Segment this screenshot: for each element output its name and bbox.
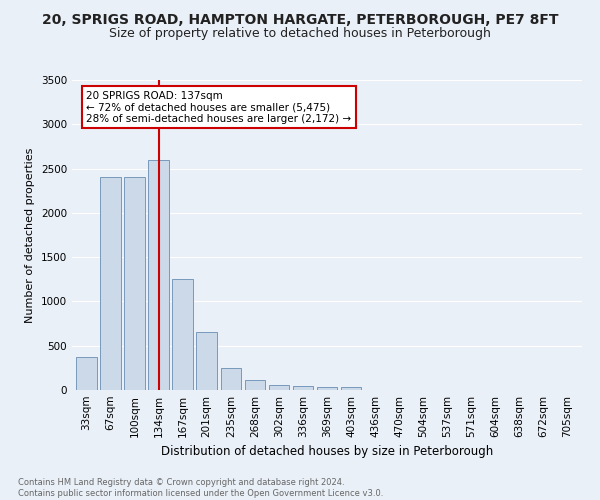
Bar bbox=[124, 178, 145, 390]
Bar bbox=[245, 380, 265, 390]
Bar bbox=[269, 384, 289, 390]
Bar bbox=[293, 386, 313, 390]
Bar bbox=[148, 160, 169, 390]
Text: Size of property relative to detached houses in Peterborough: Size of property relative to detached ho… bbox=[109, 28, 491, 40]
Bar bbox=[76, 357, 97, 390]
Text: Contains HM Land Registry data © Crown copyright and database right 2024.
Contai: Contains HM Land Registry data © Crown c… bbox=[18, 478, 383, 498]
Text: 20, SPRIGS ROAD, HAMPTON HARGATE, PETERBOROUGH, PE7 8FT: 20, SPRIGS ROAD, HAMPTON HARGATE, PETERB… bbox=[42, 12, 558, 26]
Y-axis label: Number of detached properties: Number of detached properties bbox=[25, 148, 35, 322]
X-axis label: Distribution of detached houses by size in Peterborough: Distribution of detached houses by size … bbox=[161, 446, 493, 458]
Bar bbox=[341, 388, 361, 390]
Bar bbox=[196, 332, 217, 390]
Bar bbox=[317, 388, 337, 390]
Text: 20 SPRIGS ROAD: 137sqm
← 72% of detached houses are smaller (5,475)
28% of semi-: 20 SPRIGS ROAD: 137sqm ← 72% of detached… bbox=[86, 90, 352, 124]
Bar bbox=[100, 178, 121, 390]
Bar bbox=[172, 280, 193, 390]
Bar bbox=[221, 368, 241, 390]
